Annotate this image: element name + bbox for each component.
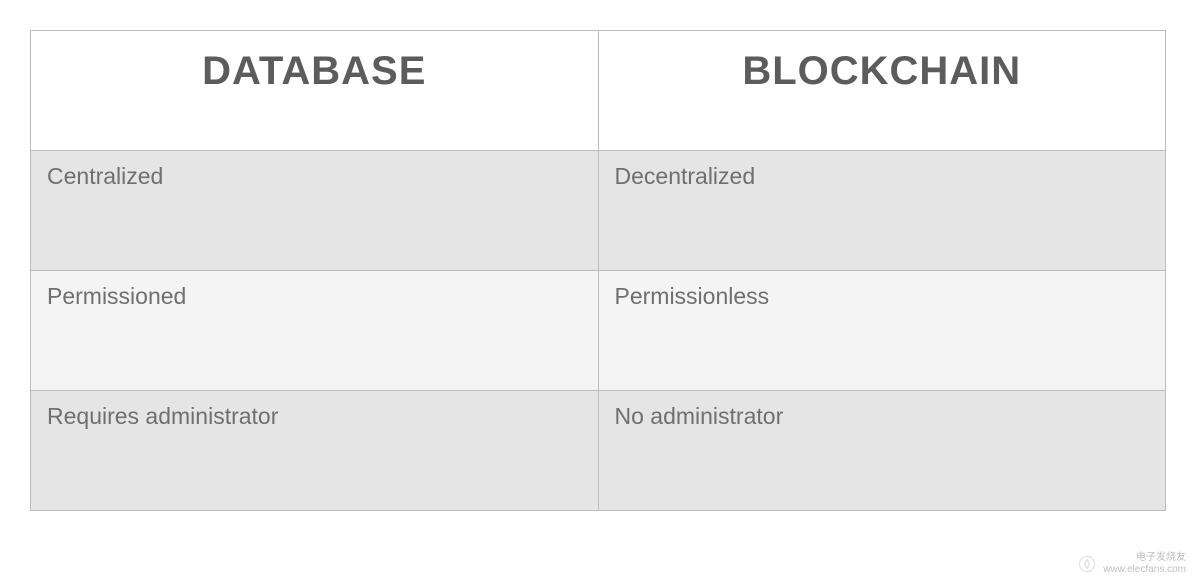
table-row: Centralized Decentralized [31,151,1166,271]
header-database: DATABASE [31,31,599,151]
table-header-row: DATABASE BLOCKCHAIN [31,31,1166,151]
watermark-line1: 电子发烧友 [1103,552,1186,564]
cell-bc-2: No administrator [598,391,1166,511]
watermark-line2: www.elecfans.com [1103,564,1186,576]
watermark-icon [1077,554,1097,574]
watermark: 电子发烧友 www.elecfans.com [1077,552,1186,576]
cell-db-2: Requires administrator [31,391,599,511]
cell-bc-1: Permissionless [598,271,1166,391]
watermark-text: 电子发烧友 www.elecfans.com [1103,552,1186,576]
cell-db-0: Centralized [31,151,599,271]
table-row: Permissioned Permissionless [31,271,1166,391]
cell-db-1: Permissioned [31,271,599,391]
header-blockchain: BLOCKCHAIN [598,31,1166,151]
comparison-table: DATABASE BLOCKCHAIN Centralized Decentra… [30,30,1166,511]
table-row: Requires administrator No administrator [31,391,1166,511]
cell-bc-0: Decentralized [598,151,1166,271]
